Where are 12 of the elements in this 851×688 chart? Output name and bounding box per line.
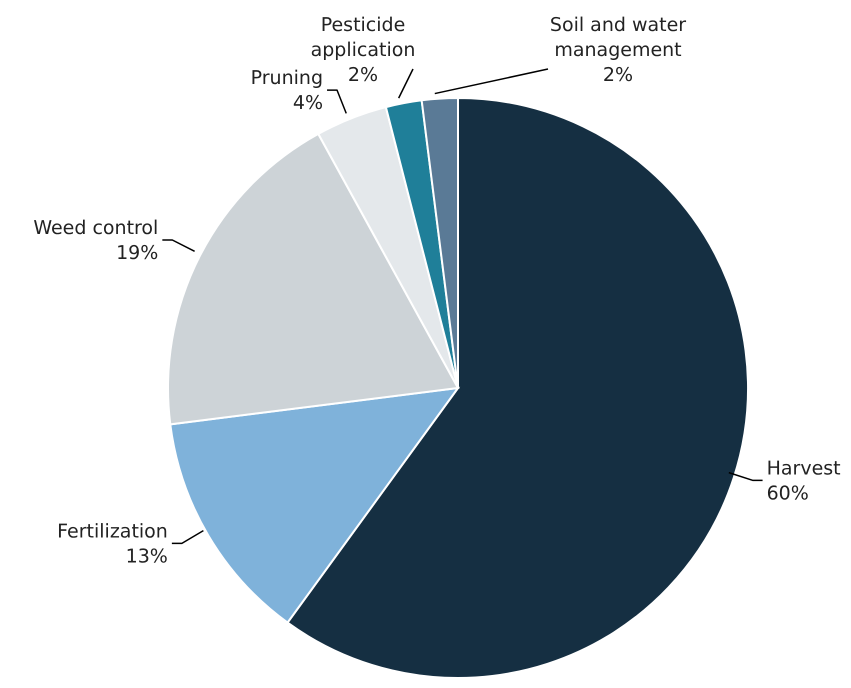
- slice-label: Pruning: [250, 67, 324, 90]
- slice-label: Fertilization: [57, 520, 168, 542]
- slice-label: Soil and water management: [550, 14, 686, 61]
- data-label: 13%: [126, 545, 168, 568]
- data-label: 2%: [348, 64, 378, 86]
- slice-label: Pesticide application: [310, 14, 416, 61]
- slice-label: Weed control: [33, 216, 158, 239]
- slice-label: Harvest: [766, 457, 841, 480]
- data-label: 19%: [116, 242, 158, 264]
- data-label: 2%: [602, 64, 634, 86]
- data-label: 60%: [766, 482, 809, 504]
- data-label: 4%: [292, 92, 324, 114]
